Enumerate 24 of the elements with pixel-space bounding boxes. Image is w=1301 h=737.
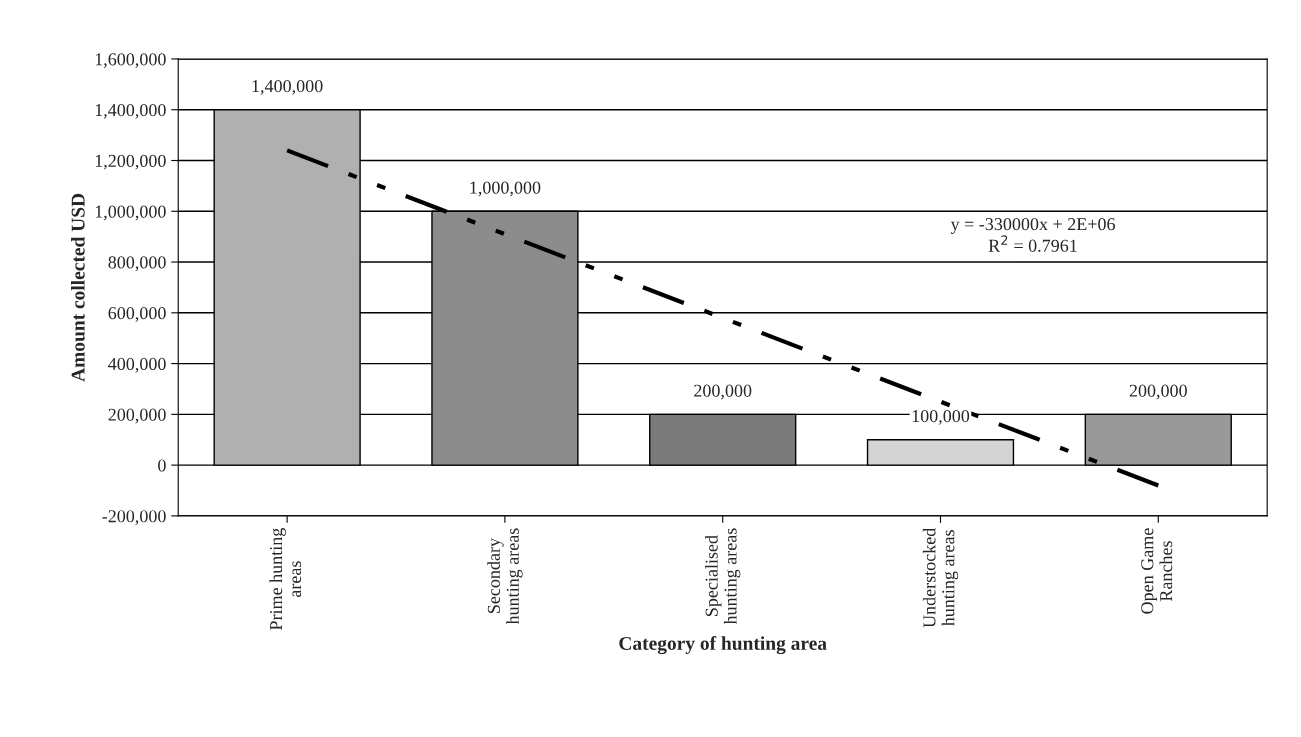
x-tick-label: Understocked hunting areas [922,527,959,628]
annotation: y = -330000x + 2E+06 [950,218,1115,234]
y-tick-label: 0 [158,459,166,472]
y-tick-label: 400,000 [108,357,166,373]
data-label: 1,000,000 [470,181,541,197]
y-tick-label: 1,000,000 [95,205,166,221]
y-tick-label: 200,000 [108,408,166,424]
annotation: R$^{2}$ = 0.7961 [988,235,1077,252]
x-axis-title: Category of hunting area [619,636,827,655]
data-label: 100,000 [912,410,970,425]
data-label: 200,000 [694,384,752,400]
x-tick-label: Open Game Ranches [1141,528,1173,614]
data-label: 200,000 [1129,384,1187,400]
y-tick-label: 1,400,000 [95,103,166,119]
x-tick-label: Prime hunting areas [269,528,302,630]
y-tick-label: 600,000 [108,307,166,322]
data-label: 1,400,000 [252,79,323,95]
y-tick-label: 1,200,000 [95,154,166,170]
y-tick-label: -200,000 [102,510,166,525]
x-tick-label: Specialised hunting areas [705,528,741,625]
y-tick-label: 1,600,000 [95,53,166,68]
y-tick-label: 800,000 [108,256,166,272]
x-tick-label: Secondary hunting areas [487,528,523,625]
y-axis-title: Amount collected USD [71,193,85,382]
